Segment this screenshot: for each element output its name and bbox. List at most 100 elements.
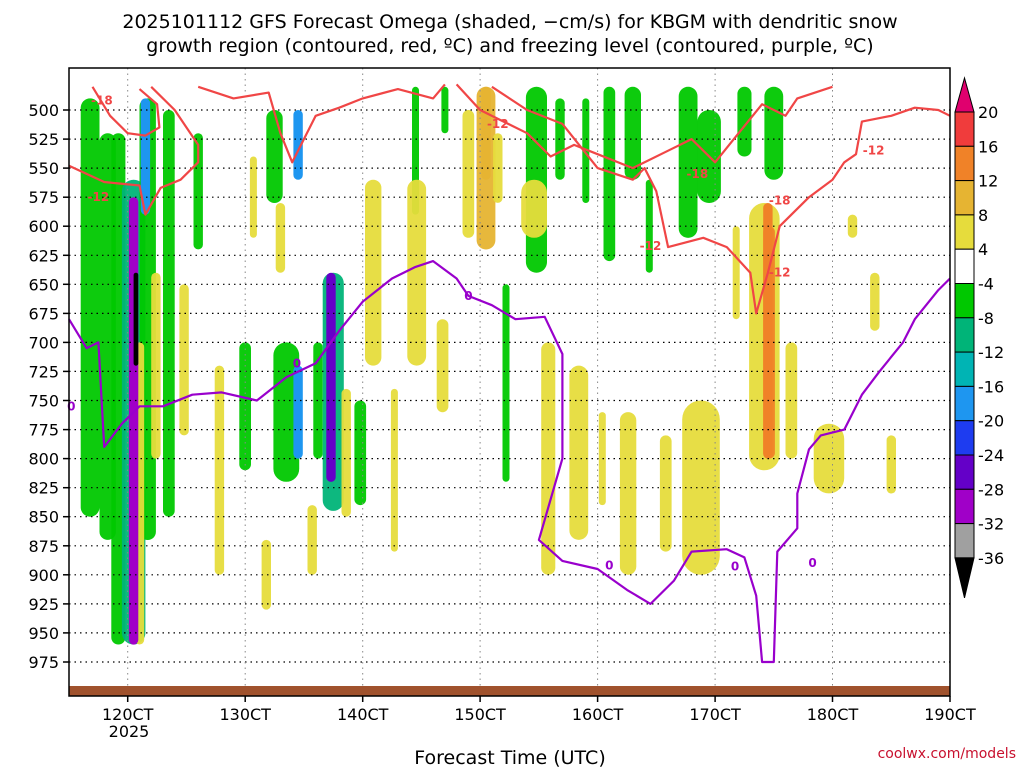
omega-band bbox=[598, 412, 606, 506]
omega-band bbox=[214, 365, 225, 575]
omega-band bbox=[407, 179, 427, 366]
omega-band bbox=[732, 226, 740, 320]
omega-feature bbox=[128, 197, 139, 645]
x-tick-label: 150CT bbox=[454, 705, 506, 724]
omega-band bbox=[603, 86, 616, 262]
snow-growth-label: -12 bbox=[769, 266, 791, 280]
colorbar-swatch bbox=[954, 488, 975, 525]
omega-band bbox=[179, 284, 189, 436]
colorbar-label: -16 bbox=[978, 377, 1004, 396]
omega-band bbox=[354, 400, 367, 506]
colorbar-swatch bbox=[954, 317, 975, 353]
snow-growth-label: -12 bbox=[640, 239, 662, 253]
omega-band bbox=[436, 319, 449, 413]
freezing-level-label: 0 bbox=[464, 289, 472, 303]
plot-frame bbox=[68, 67, 951, 697]
omega-band bbox=[886, 435, 896, 494]
grid-lines bbox=[69, 68, 951, 696]
snow-growth-label: -12 bbox=[88, 190, 110, 204]
freezing-level-line bbox=[68, 260, 951, 664]
omega-band bbox=[266, 110, 283, 203]
snow-growth-label: -12 bbox=[487, 117, 509, 131]
omega-feature bbox=[326, 272, 336, 482]
omega-band bbox=[737, 86, 752, 157]
colorbar-swatch bbox=[954, 351, 975, 387]
y-tick-label: 850 bbox=[28, 508, 59, 527]
omega-band bbox=[870, 272, 880, 331]
y-tick-label: 725 bbox=[28, 362, 59, 381]
omega-band bbox=[441, 86, 449, 134]
omega-band bbox=[619, 412, 637, 575]
omega-band bbox=[764, 86, 784, 180]
terrain bbox=[69, 686, 950, 696]
omega-feature bbox=[140, 98, 151, 215]
omega-band bbox=[249, 156, 257, 238]
omega-band bbox=[659, 435, 672, 552]
colorbar-label: -24 bbox=[978, 446, 1004, 465]
x-axis-title: Forecast Time (UTC) bbox=[414, 747, 605, 768]
colorbar-label: -28 bbox=[978, 480, 1004, 499]
y-tick-label: 625 bbox=[28, 246, 59, 265]
omega-band bbox=[682, 400, 720, 575]
y-tick-label: 525 bbox=[28, 130, 59, 149]
colorbar-arrow-top bbox=[954, 76, 975, 113]
freezing-level-label: 0 bbox=[293, 356, 301, 370]
colorbar-label: 16 bbox=[978, 137, 998, 156]
colorbar-swatch bbox=[954, 454, 975, 490]
colorbar-label: 12 bbox=[978, 172, 998, 191]
colorbar-swatch bbox=[954, 523, 975, 559]
y-tick-label: 650 bbox=[28, 275, 59, 294]
freezing-level-label: 0 bbox=[605, 559, 613, 573]
colorbar-swatch bbox=[954, 283, 975, 319]
freezing-level-label: 0 bbox=[67, 399, 75, 413]
y-tick-label: 900 bbox=[28, 566, 59, 585]
omega-feature bbox=[293, 365, 303, 459]
omega-band bbox=[193, 133, 203, 250]
omega-band bbox=[261, 539, 271, 610]
colorbar-label: -8 bbox=[978, 309, 994, 328]
snow-growth-label: -12 bbox=[863, 144, 885, 158]
omega-feature bbox=[481, 86, 491, 180]
freezing-level-label: 0 bbox=[808, 556, 816, 570]
credit-text: coolwx.com/models bbox=[878, 746, 1016, 762]
colorbar-swatch bbox=[954, 385, 975, 422]
x-tick-label: 160CT bbox=[572, 705, 624, 724]
omega-band bbox=[151, 272, 161, 459]
omega-band bbox=[365, 179, 382, 366]
x-tick-label: 140CT bbox=[337, 705, 389, 724]
colorbar-label: 8 bbox=[978, 206, 988, 225]
omega-band bbox=[239, 342, 251, 471]
omega-band bbox=[493, 133, 503, 203]
y-tick-label: 975 bbox=[28, 653, 59, 672]
freezing-level-label: 0 bbox=[731, 560, 739, 574]
y-tick-label: 675 bbox=[28, 304, 59, 323]
y-tick-label: 875 bbox=[28, 537, 59, 556]
colorbar-label: 20 bbox=[978, 103, 998, 122]
omega-band bbox=[645, 179, 653, 273]
plot-area: -18 -12 -12 -18 -12 -18 -12 -12 0 0 0 0 0 0 bbox=[67, 67, 951, 697]
colorbar-swatch bbox=[954, 420, 975, 456]
colorbar-label: -4 bbox=[978, 275, 994, 294]
colorbar-arrow-bottom bbox=[954, 557, 975, 599]
omega-band bbox=[275, 203, 286, 273]
x-tick-label: 130CT bbox=[219, 705, 271, 724]
contour-minus12-b bbox=[491, 85, 951, 315]
omega-feature bbox=[293, 110, 303, 180]
omega-feature bbox=[763, 203, 773, 459]
colorbar-swatch bbox=[954, 180, 975, 216]
contour-minus18-a bbox=[91, 86, 161, 137]
y-tick-label: 925 bbox=[28, 595, 59, 614]
y-tick-label: 550 bbox=[28, 159, 59, 178]
colorbar: 20 16 12 8 4 -4 -8 -12 -16 -20 -24 -28 -32 -36 bbox=[954, 76, 1004, 599]
colorbar-swatch bbox=[954, 248, 975, 284]
y-tick-label: 700 bbox=[28, 333, 59, 352]
omega-band bbox=[111, 133, 126, 645]
y-tick-label: 500 bbox=[28, 101, 59, 120]
y-tick-label: 600 bbox=[28, 217, 59, 236]
colorbar-label: -32 bbox=[978, 515, 1004, 534]
y-tick-label: 800 bbox=[28, 450, 59, 469]
contour-minus18-c bbox=[455, 83, 833, 170]
x-axis-ticks: 120CT 130CT 140CT 150CT 160CT 170CT 180CT 190CT bbox=[102, 696, 976, 724]
omega-band bbox=[847, 214, 858, 238]
omega-band bbox=[785, 342, 798, 459]
